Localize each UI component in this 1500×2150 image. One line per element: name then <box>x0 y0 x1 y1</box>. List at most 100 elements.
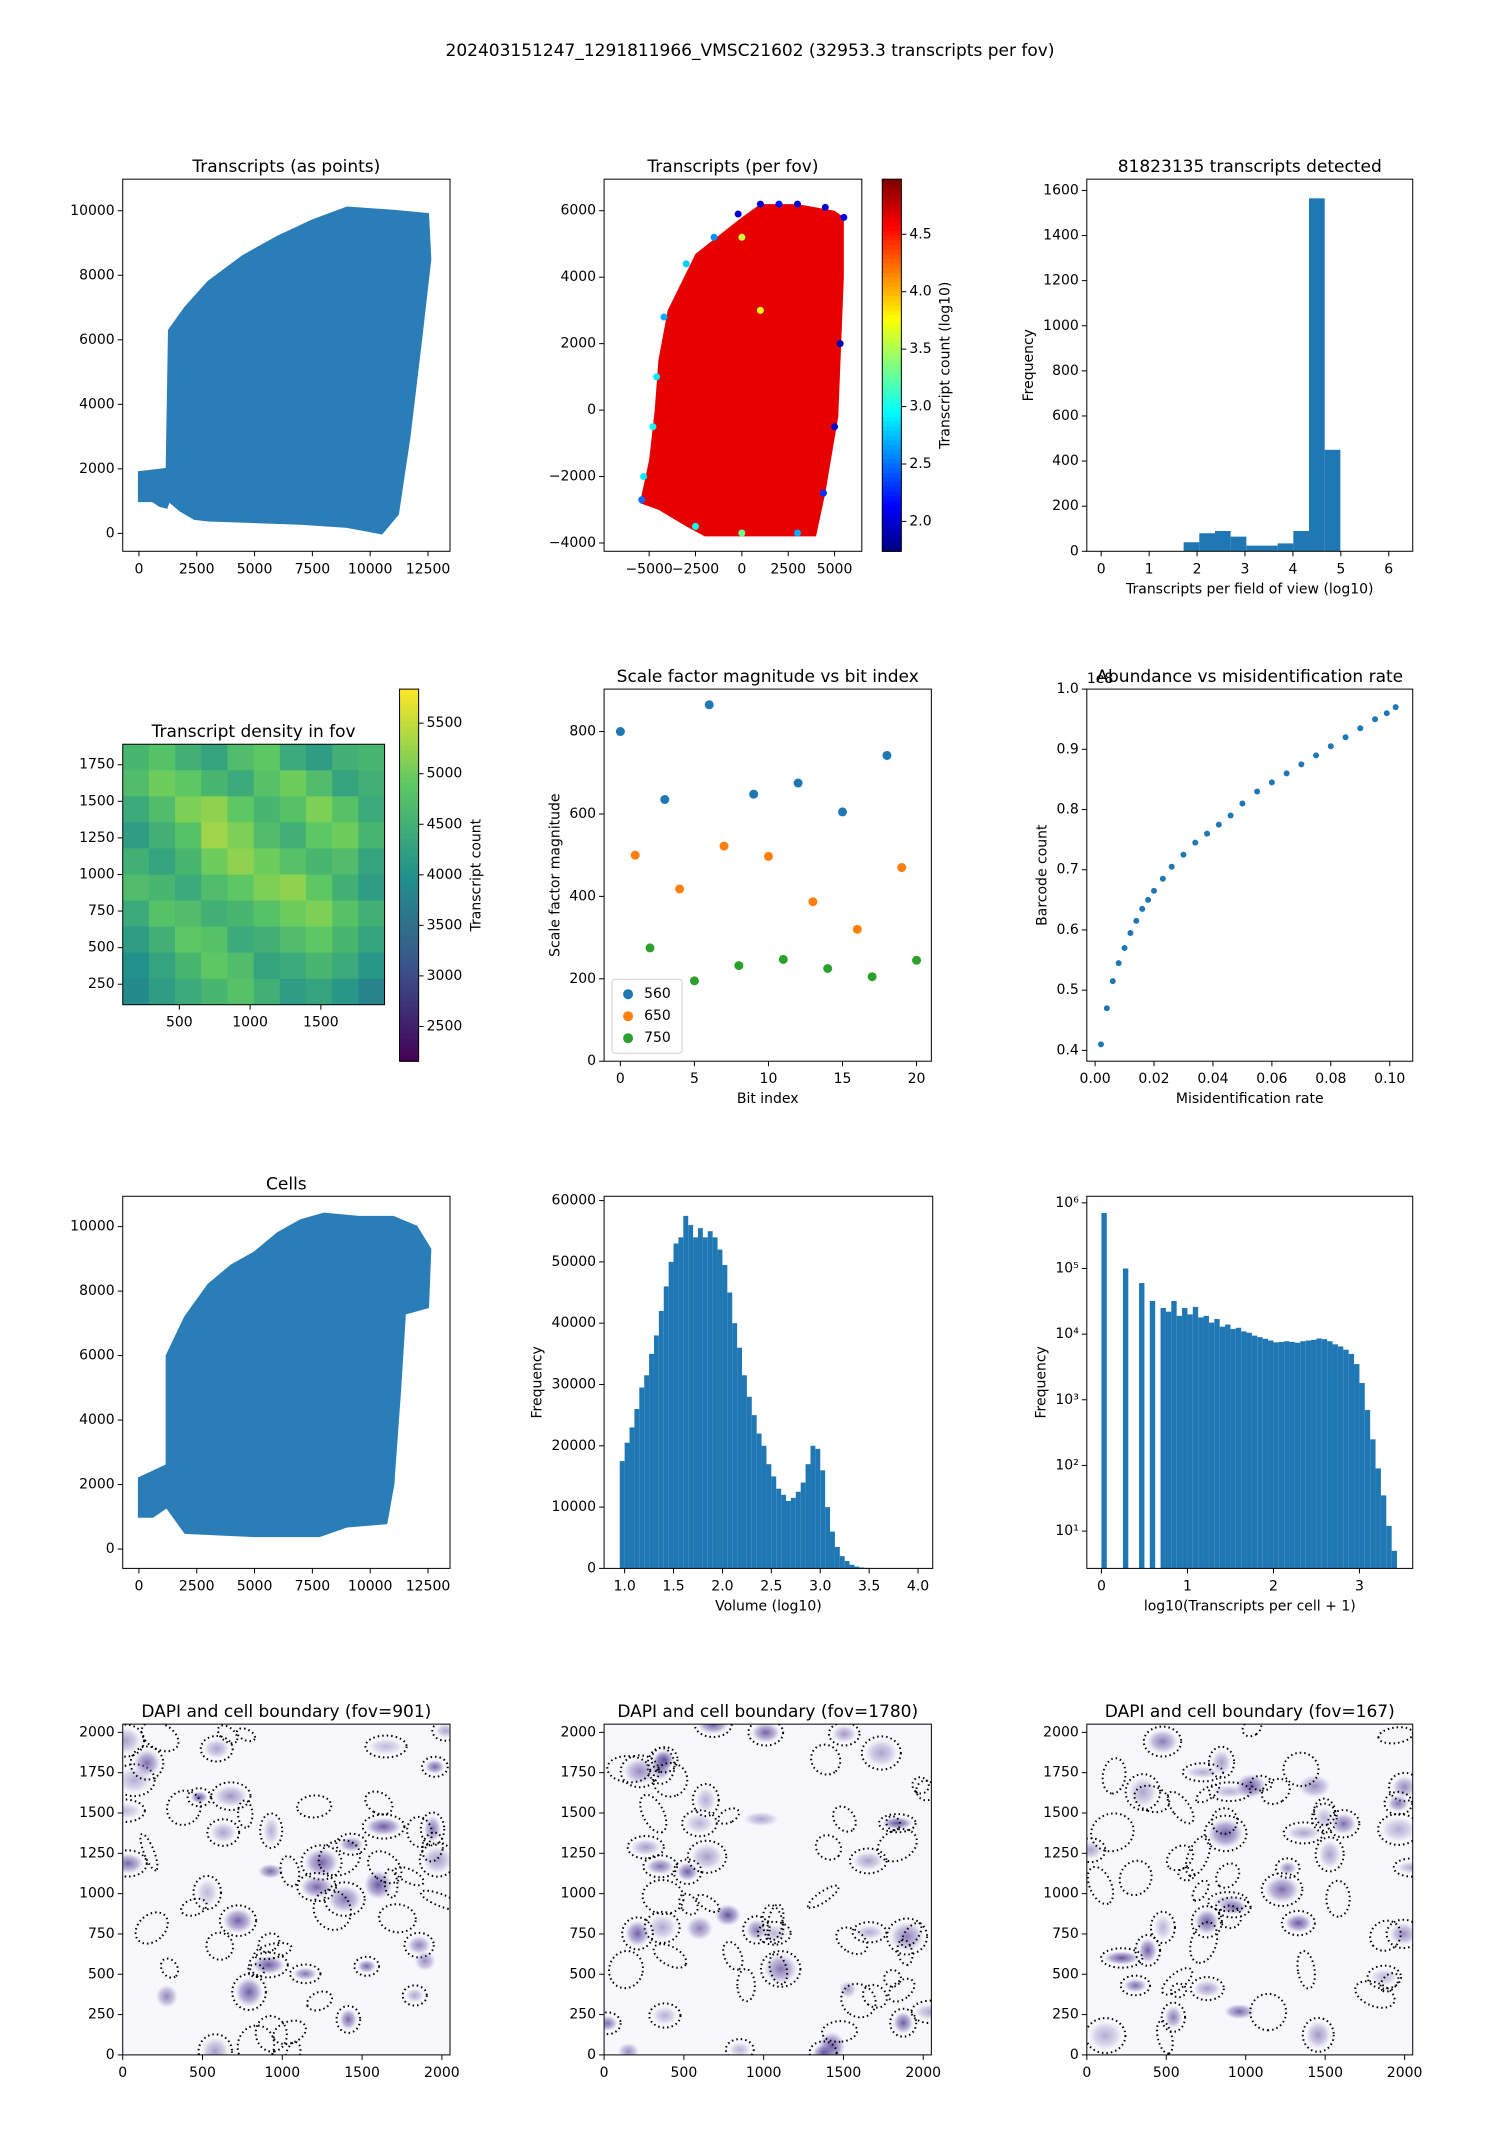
cell-boundary <box>431 1724 451 1742</box>
y-tick-label: 1400 <box>1043 228 1079 244</box>
y-tick-label: 1500 <box>79 1805 115 1821</box>
y-tick-label: 750 <box>1052 1926 1079 1942</box>
x-tick-label: 0 <box>1097 1578 1106 1594</box>
heatmap-cell <box>253 744 281 771</box>
cell-boundary <box>353 1955 381 1977</box>
heatmap-cell <box>306 848 333 875</box>
y-tick-label: 10000 <box>552 1499 597 1515</box>
nucleus <box>365 1817 402 1836</box>
point <box>1283 770 1290 777</box>
heatmap-cell <box>122 770 150 797</box>
nucleus <box>201 2037 229 2055</box>
cell-boundary <box>394 1866 425 1887</box>
x-tick-label: 0 <box>118 2065 127 2081</box>
cell-boundary <box>828 1724 861 1747</box>
nucleus <box>839 1980 857 1999</box>
heatmap-cell <box>358 744 385 771</box>
colorbar-strip <box>399 963 419 969</box>
nucleus <box>1153 1914 1172 1941</box>
cell-boundary <box>1301 2016 1335 2053</box>
colorbar-strip <box>882 332 902 338</box>
heatmap-cell <box>332 926 359 954</box>
colorbar-strip <box>399 912 419 918</box>
nucleus <box>1278 1861 1297 1875</box>
colorbar-strip <box>399 763 419 769</box>
colorbar-strip <box>882 504 902 511</box>
y-tick-label: 0 <box>587 1053 596 1069</box>
bar <box>1219 1326 1226 1569</box>
y-tick-label: 0 <box>587 1560 596 1576</box>
heatmap-cell <box>201 978 228 1005</box>
axes-title: Abundance vs misidentification rate <box>1096 667 1403 687</box>
plot-area <box>638 200 848 537</box>
bar <box>1171 1300 1177 1569</box>
heatmap-cell <box>175 978 202 1005</box>
y-tick-label: 6000 <box>79 1348 115 1364</box>
cell-boundary <box>911 1776 930 1795</box>
bar <box>1380 1495 1387 1569</box>
bar <box>1165 1311 1172 1569</box>
cell-boundary <box>421 1831 445 1863</box>
y-tick-label: 1750 <box>79 1765 115 1781</box>
y-tick-label: 600 <box>1052 408 1079 424</box>
bar <box>649 1353 654 1569</box>
heatmap-cell <box>253 874 281 902</box>
y-tick-label: 1250 <box>1043 1845 1079 1861</box>
heatmap-cell <box>175 796 202 823</box>
y-tick-label: 4000 <box>560 269 596 285</box>
colorbar-strip <box>882 523 902 529</box>
heatmap-cell <box>122 952 150 980</box>
nucleus <box>714 1904 741 1926</box>
colorbar-strip <box>399 889 419 895</box>
heatmap-cell <box>358 978 385 1005</box>
cell-boundary <box>1280 1909 1316 1937</box>
cell-boundary <box>1241 1724 1263 1738</box>
point <box>1115 960 1122 967</box>
point <box>1097 1041 1104 1048</box>
heatmap-cell <box>227 848 255 875</box>
heatmap-cell <box>332 848 359 875</box>
colorbar-strip <box>399 689 419 695</box>
axes-frame <box>1086 178 1414 552</box>
heatmap-cell <box>253 926 281 954</box>
fov-point <box>710 233 718 241</box>
colorbar-strip <box>399 986 419 993</box>
point <box>1342 734 1349 741</box>
x-tick-label: 5 <box>690 1071 699 1087</box>
y-tick-label: 2000 <box>1043 1724 1079 1740</box>
bar <box>844 1561 850 1569</box>
bar <box>683 1215 689 1569</box>
y-tick-label: 30000 <box>552 1376 597 1392</box>
legend-marker <box>623 989 634 1000</box>
region <box>137 1212 432 1538</box>
nucleus <box>196 1878 218 1907</box>
bar <box>1214 1319 1220 1569</box>
nucleus <box>676 1862 699 1881</box>
x-tick-label: 3 <box>1241 561 1250 577</box>
heatmap-cell <box>122 874 150 902</box>
axes-frame <box>603 178 863 552</box>
y-tick-label: 20000 <box>552 1438 597 1454</box>
fov-point <box>840 213 848 221</box>
heatmap-cell <box>358 926 385 954</box>
cell-boundary <box>1366 1964 1403 1990</box>
point <box>867 972 877 982</box>
cell-boundary <box>335 1832 368 1856</box>
colorbar-strip <box>399 958 419 965</box>
bar <box>756 1433 762 1569</box>
point <box>630 850 640 860</box>
plot-area <box>1086 1724 1413 2055</box>
nucleus <box>1264 1876 1300 1903</box>
colorbar-strip <box>399 935 419 941</box>
cell-boundary <box>419 1811 446 1847</box>
image-background <box>1086 1724 1413 2055</box>
heatmap-cell <box>148 900 176 928</box>
nucleus <box>1193 1980 1221 1998</box>
heatmap-cell <box>175 822 202 849</box>
cell-boundary <box>364 1734 408 1759</box>
bar <box>839 1556 845 1569</box>
colorbar-tick-label: 2.5 <box>909 456 931 472</box>
nucleus <box>300 1876 334 1899</box>
bar <box>1364 1409 1371 1569</box>
y-tick-label: 500 <box>88 940 115 956</box>
